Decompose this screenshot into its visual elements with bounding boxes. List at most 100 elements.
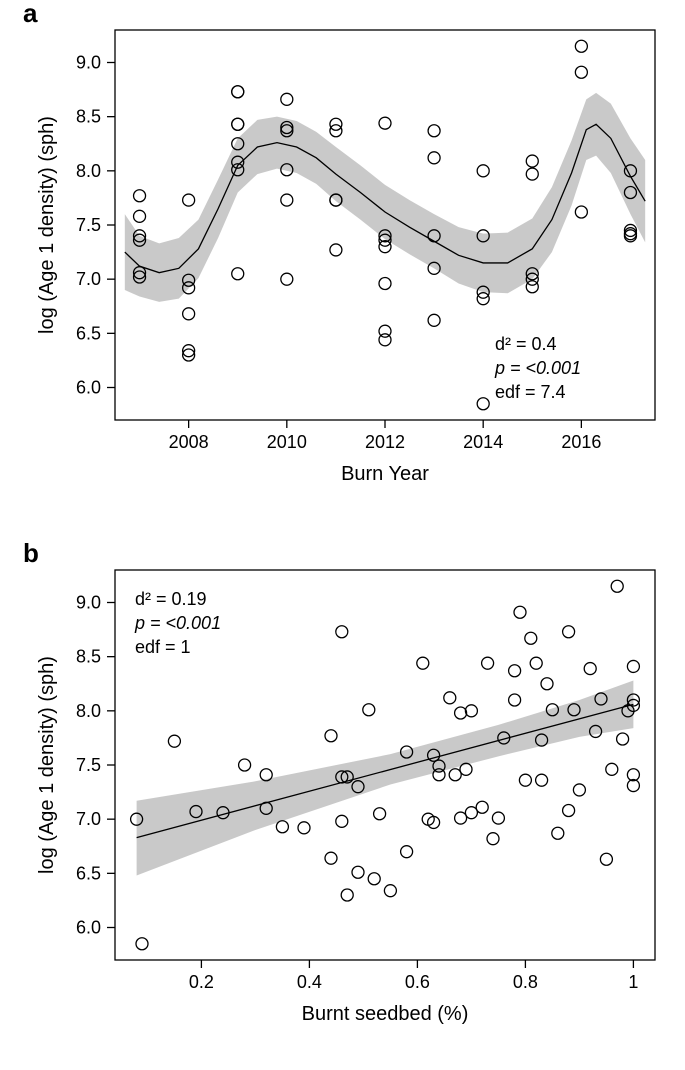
data-point	[536, 774, 548, 786]
data-point	[563, 626, 575, 638]
y-axis-label: log (Age 1 density) (sph)	[36, 116, 58, 334]
ytick-label: 7.0	[76, 809, 101, 829]
data-point	[575, 40, 587, 52]
xtick-label: 2008	[169, 432, 209, 452]
data-point	[509, 694, 521, 706]
data-point	[368, 873, 380, 885]
ytick-label: 6.0	[76, 378, 101, 398]
data-point	[476, 801, 488, 813]
stats-annotation: p = <0.001	[494, 358, 581, 378]
data-point	[460, 763, 472, 775]
x-axis-label: Burnt seedbed (%)	[302, 1003, 469, 1025]
data-point	[401, 846, 413, 858]
ytick-label: 9.0	[76, 53, 101, 73]
data-point	[239, 759, 251, 771]
xtick-label: 0.2	[189, 972, 214, 992]
ytick-label: 9.0	[76, 593, 101, 613]
data-point	[336, 626, 348, 638]
data-point	[530, 657, 542, 669]
stats-annotation: d² = 0.4	[495, 334, 557, 354]
ytick-label: 6.0	[76, 918, 101, 938]
data-point	[281, 194, 293, 206]
data-point	[325, 730, 337, 742]
stats-annotation: p = <0.001	[134, 613, 221, 633]
xtick-label: 2014	[463, 432, 503, 452]
x-axis-label: Burn Year	[341, 463, 429, 485]
data-point	[232, 268, 244, 280]
data-point	[384, 885, 396, 897]
stats-annotation: edf = 7.4	[495, 382, 566, 402]
y-axis-label: log (Age 1 density) (sph)	[36, 656, 58, 874]
data-point	[611, 580, 623, 592]
data-point	[341, 889, 353, 901]
xtick-label: 1	[628, 972, 638, 992]
data-point	[617, 733, 629, 745]
data-point	[136, 938, 148, 950]
data-point	[379, 117, 391, 129]
xtick-label: 2010	[267, 432, 307, 452]
data-point	[526, 155, 538, 167]
data-point	[519, 774, 531, 786]
stats-annotation: d² = 0.19	[135, 589, 207, 609]
data-point	[298, 822, 310, 834]
data-point	[573, 784, 585, 796]
confidence-band	[125, 93, 645, 302]
data-point	[276, 821, 288, 833]
data-point	[363, 704, 375, 716]
data-point	[325, 852, 337, 864]
data-point	[444, 692, 456, 704]
ytick-label: 7.5	[76, 755, 101, 775]
data-point	[428, 152, 440, 164]
ytick-label: 6.5	[76, 323, 101, 343]
data-point	[379, 334, 391, 346]
data-point	[525, 632, 537, 644]
xtick-label: 2012	[365, 432, 405, 452]
data-point	[449, 769, 461, 781]
data-point	[584, 663, 596, 675]
ytick-label: 7.5	[76, 215, 101, 235]
xtick-label: 2016	[561, 432, 601, 452]
data-point	[134, 190, 146, 202]
xtick-label: 0.6	[405, 972, 430, 992]
data-point	[455, 707, 467, 719]
data-point	[541, 678, 553, 690]
data-point	[260, 769, 272, 781]
ytick-label: 8.5	[76, 107, 101, 127]
data-point	[232, 86, 244, 98]
data-point	[465, 705, 477, 717]
data-point	[330, 244, 342, 256]
data-point	[428, 314, 440, 326]
data-point	[417, 657, 429, 669]
data-point	[352, 866, 364, 878]
data-point	[336, 815, 348, 827]
data-point	[374, 808, 386, 820]
data-point	[482, 657, 494, 669]
data-point	[477, 398, 489, 410]
data-point	[526, 168, 538, 180]
ytick-label: 8.0	[76, 161, 101, 181]
data-point	[477, 165, 489, 177]
panel-label: b	[23, 538, 39, 568]
data-point	[232, 118, 244, 130]
data-point	[379, 278, 391, 290]
data-point	[575, 206, 587, 218]
data-point	[134, 210, 146, 222]
data-point	[281, 93, 293, 105]
data-point	[509, 665, 521, 677]
data-point	[455, 812, 467, 824]
data-point	[487, 833, 499, 845]
data-point	[168, 735, 180, 747]
data-point	[606, 763, 618, 775]
figure-container: 2008 2010 2012 2014 2016 6.0 6.5 7.0 7.5 8.0 8.5 9.…	[0, 0, 685, 1070]
data-point	[465, 807, 477, 819]
stats-annotation: edf = 1	[135, 637, 191, 657]
data-point	[627, 660, 639, 672]
data-point	[600, 853, 612, 865]
data-point	[183, 194, 195, 206]
data-point	[428, 125, 440, 137]
data-point	[514, 606, 526, 618]
data-point	[183, 308, 195, 320]
ytick-label: 6.5	[76, 863, 101, 883]
ytick-label: 8.0	[76, 701, 101, 721]
panel-label: a	[23, 0, 38, 28]
